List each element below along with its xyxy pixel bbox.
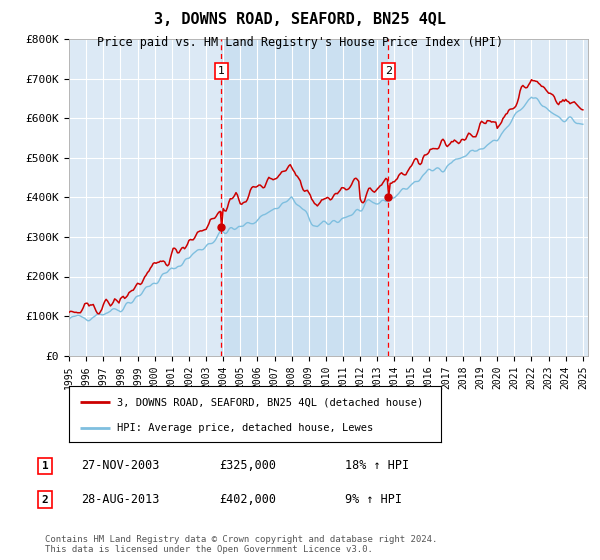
Text: £325,000: £325,000 <box>219 459 276 473</box>
Text: 1: 1 <box>218 66 225 76</box>
Text: 27-NOV-2003: 27-NOV-2003 <box>81 459 160 473</box>
Text: 1: 1 <box>41 461 49 471</box>
Bar <box>221 39 388 356</box>
Text: £402,000: £402,000 <box>219 493 276 506</box>
Text: 18% ↑ HPI: 18% ↑ HPI <box>345 459 409 473</box>
Text: 28-AUG-2013: 28-AUG-2013 <box>81 493 160 506</box>
Text: 2: 2 <box>41 494 49 505</box>
Text: 9% ↑ HPI: 9% ↑ HPI <box>345 493 402 506</box>
Text: Price paid vs. HM Land Registry's House Price Index (HPI): Price paid vs. HM Land Registry's House … <box>97 36 503 49</box>
Text: Contains HM Land Registry data © Crown copyright and database right 2024.
This d: Contains HM Land Registry data © Crown c… <box>45 535 437 554</box>
Text: 3, DOWNS ROAD, SEAFORD, BN25 4QL: 3, DOWNS ROAD, SEAFORD, BN25 4QL <box>154 12 446 27</box>
Text: HPI: Average price, detached house, Lewes: HPI: Average price, detached house, Lewe… <box>118 423 374 433</box>
Text: 2: 2 <box>385 66 392 76</box>
Text: 3, DOWNS ROAD, SEAFORD, BN25 4QL (detached house): 3, DOWNS ROAD, SEAFORD, BN25 4QL (detach… <box>118 397 424 407</box>
